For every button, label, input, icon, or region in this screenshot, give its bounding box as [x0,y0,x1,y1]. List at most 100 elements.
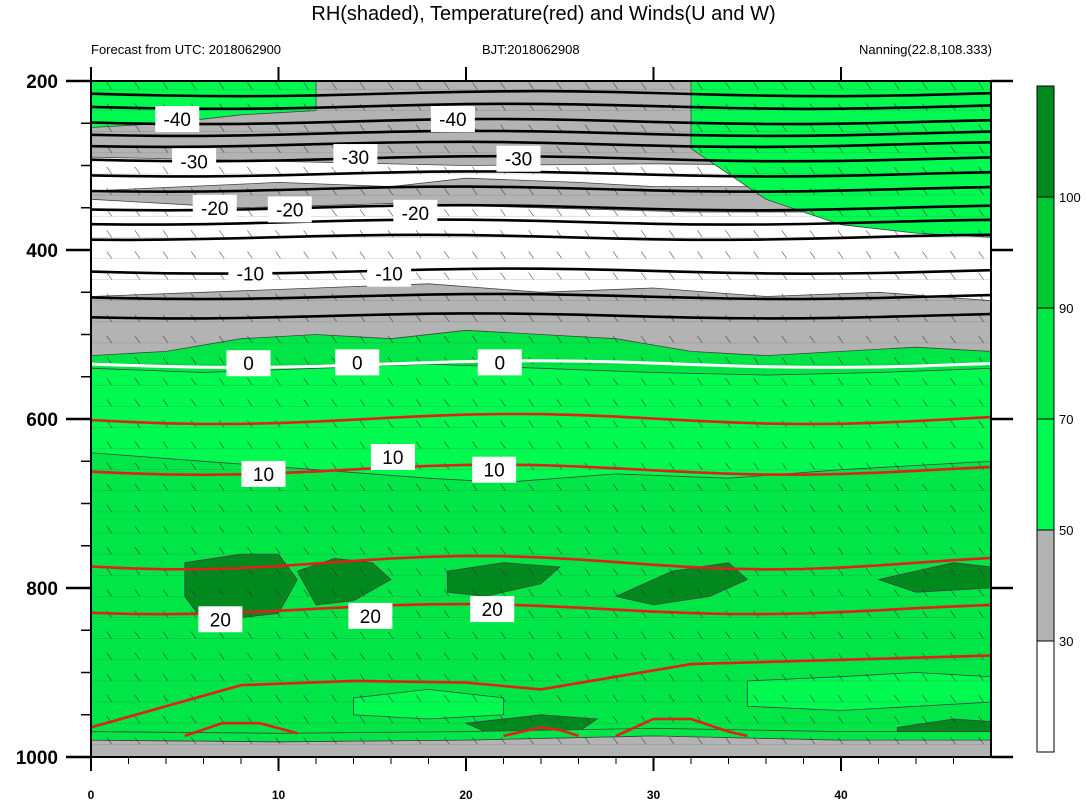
contour-label: -40 [430,106,475,133]
wind-barb [528,715,534,724]
wind-barb [443,82,450,90]
wind-barb [978,420,984,428]
wind-barb [359,251,366,259]
wind-barb [922,589,928,597]
wind-barb [134,399,141,407]
wind-barb [106,377,113,386]
wind-barb [415,145,422,154]
wind-barb [922,546,928,555]
wind-barb [359,546,366,555]
wind-barb [359,399,366,407]
wind-barb [922,251,928,259]
wind-barb [500,399,506,407]
wind-barb [922,124,928,132]
wind-barb [443,715,450,724]
plot-area: -40 -40 -30 -30 -30 -20 -20 -20 -10 -10 0 0 0 10 10 10 2… [90,80,992,758]
wind-barb [359,652,366,661]
wind-barb [837,124,844,132]
contour-label-box [348,602,393,629]
wind-barb [612,145,619,154]
wind-barb [528,208,534,217]
wind-barb [978,399,984,407]
wind-barb [753,441,759,449]
wind-barb [472,82,478,90]
contour-label-box [370,444,415,471]
wind-barb [443,694,450,703]
wind-barb [893,589,900,597]
wind-barb [472,631,478,639]
wind-barb [331,737,338,745]
wind-barb [134,652,141,661]
wind-barb [331,399,338,407]
wind-barb [359,737,366,745]
wind-barb [247,399,253,407]
wind-barb [781,631,788,639]
wind-barb [697,546,703,555]
wind-barb [612,525,619,534]
wind-barb [415,589,422,597]
wind-barb [809,335,816,344]
wind-barb [162,335,169,344]
x-tick-label: 0 [88,788,95,802]
wind-barb [893,145,900,154]
wind-barb [331,546,338,555]
wind-barb [190,251,197,259]
wind-barb [978,187,984,196]
wind-barb [443,399,450,407]
wind-barb [781,462,788,470]
wind-barb [359,377,366,386]
wind-barb [528,441,534,449]
contour-label: -10 [228,260,273,287]
wind-barb [387,525,394,534]
wind-barb [753,694,759,703]
wind-barb [584,441,591,449]
wind-barb [162,546,169,555]
wind-barb [893,546,900,555]
wind-barb [668,546,675,555]
wind-barb [809,462,816,470]
wind-barb [275,82,281,90]
wind-barb [697,335,703,344]
wind-barb [668,272,675,280]
wind-barb [106,124,113,132]
wind-barb [697,272,703,280]
wind-barb [865,462,872,470]
wind-barb [640,546,647,555]
wind-barb [556,420,563,428]
contour-label: -30 [172,148,217,175]
wind-barb [781,399,788,407]
wind-barb [303,673,309,682]
wind-barb [415,631,422,639]
wind-barb [978,377,984,386]
wind-barb [640,631,647,639]
temperature-contour-black [90,292,992,301]
wind-barb [359,589,366,597]
wind-barb [612,82,619,90]
contour-label-text: -20 [201,199,228,220]
wind-barb [359,483,366,492]
wind-barb [837,568,844,576]
temperature-contour-black [90,233,992,242]
wind-barb [218,441,225,449]
wind-barb [950,737,956,745]
wind-barb [303,652,309,661]
wind-barb [893,483,900,492]
wind-barb [162,483,169,492]
wind-barb [331,504,338,513]
contour-label-text: 20 [210,610,231,631]
wind-barb [134,124,141,132]
wind-barb [584,737,591,745]
wind-barb [809,356,816,365]
wind-barb [640,504,647,513]
wind-barb [640,441,647,449]
wind-barb [612,377,619,386]
wind-barb [865,737,872,745]
contour-label-box [267,196,312,223]
wind-barb [584,694,591,703]
wind-barb [472,335,478,344]
wind-barb [725,356,731,365]
wind-barb [809,483,816,492]
colorbar-label: 100 [1059,190,1081,205]
wind-barb [218,589,225,597]
wind-barb [528,737,534,745]
